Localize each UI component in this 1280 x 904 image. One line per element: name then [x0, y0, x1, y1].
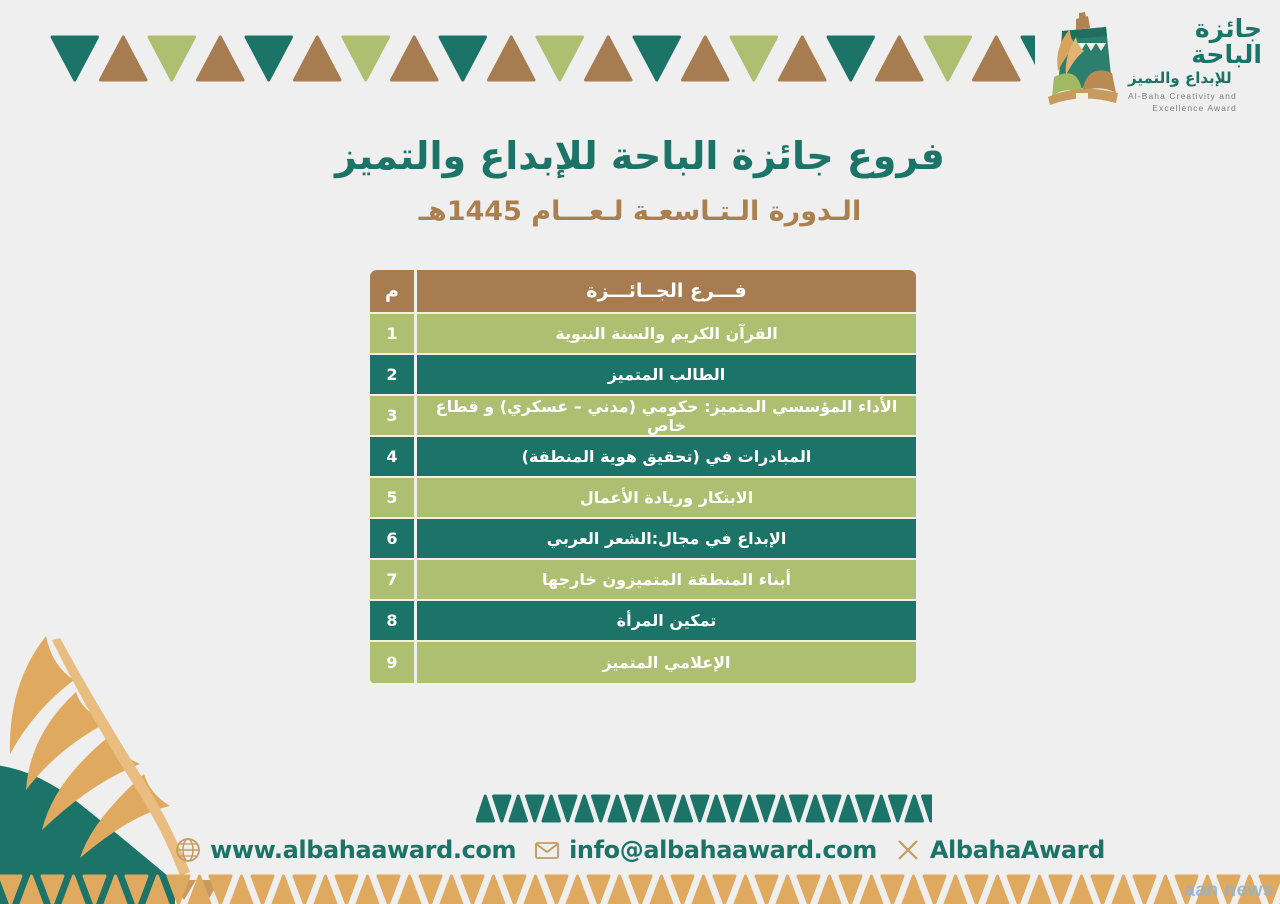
cell-branch: الطالب المتميز	[417, 355, 916, 396]
mid-triangle-band	[475, 794, 941, 824]
cell-branch: الإعلامي المتميز	[417, 642, 916, 683]
cell-number: 1	[370, 314, 417, 355]
table-row: تمكين المرأة 8	[370, 601, 916, 642]
award-logo: جائزة الباحة للإبداع والتميز Al-Baha Cre…	[1032, 8, 1263, 126]
cell-branch: أبناء المنطقة المتميزون خارجها	[417, 560, 916, 601]
logo-arabic-name: جائزة الباحة	[1191, 14, 1262, 70]
column-header-number: م	[370, 270, 417, 314]
award-branches-table: فـــرع الجــائـــزة م القرآن الكريم والس…	[370, 270, 916, 683]
table-row: الابتكار وريادة الأعمال 5	[370, 478, 916, 519]
column-header-branch: فـــرع الجــائـــزة	[417, 270, 916, 314]
table-row: المبادرات في (تحقيق هوية المنطقة) 4	[370, 437, 916, 478]
cell-number: 6	[370, 519, 417, 560]
logo-english-line2: Excellence Award	[1152, 102, 1237, 113]
logo-arabic-tagline: للإبداع والتميز	[1128, 68, 1232, 87]
cell-branch: تمكين المرأة	[417, 601, 916, 642]
table-row: الطالب المتميز 2	[370, 355, 916, 396]
cell-branch: القرآن الكريم والسنة النبوية	[417, 314, 916, 355]
cell-number: 9	[370, 642, 417, 683]
logo-english-line1: Al-Baha Creativity and	[1128, 91, 1237, 102]
bottom-triangle-band	[0, 874, 1280, 904]
top-triangle-band	[50, 34, 1035, 82]
cell-number: 7	[370, 560, 417, 601]
cell-number: 8	[370, 601, 417, 642]
cell-branch: الابتكار وريادة الأعمال	[417, 478, 916, 519]
x-twitter-icon	[898, 840, 918, 860]
table-row: الإعلامي المتميز 9	[370, 642, 916, 683]
x-account-label: AlbahaAward	[929, 836, 1105, 864]
contact-website[interactable]: www.albahaaward.com	[175, 836, 517, 864]
footer-contacts: www.albahaaward.com info@albahaaward.com…	[0, 836, 1280, 864]
cell-branch: الإبداع في مجال:الشعر العربي	[417, 519, 916, 560]
cell-number: 2	[370, 355, 417, 396]
globe-icon	[176, 838, 201, 862]
cell-number: 5	[370, 478, 417, 519]
email-label: info@albahaaward.com	[569, 836, 877, 864]
contact-x-account[interactable]: AlbahaAward	[895, 836, 1105, 864]
envelope-icon	[535, 842, 560, 859]
cell-number: 3	[370, 396, 417, 437]
cell-branch: الأداء المؤسسي المتميز: حكومي (مدني – عس…	[417, 396, 916, 437]
watermark: aan news	[1184, 880, 1274, 901]
table-header-row: فـــرع الجــائـــزة م	[370, 270, 916, 314]
table-row: أبناء المنطقة المتميزون خارجها 7	[370, 560, 916, 601]
page-subtitle: الـدورة الـتـاسعـة لـعـــام 1445هـ	[418, 196, 862, 227]
logo-english-name: Al-Baha Creativity and Excellence Award	[1128, 91, 1237, 114]
table-row: الإبداع في مجال:الشعر العربي 6	[370, 519, 916, 560]
cell-number: 4	[370, 437, 417, 478]
website-label: www.albahaaward.com	[210, 836, 517, 864]
contact-email[interactable]: info@albahaaward.com	[534, 836, 877, 864]
cell-branch: المبادرات في (تحقيق هوية المنطقة)	[417, 437, 916, 478]
page-title: فروع جائزة الباحة للإبداع والتميز	[335, 134, 945, 178]
table-row: القرآن الكريم والسنة النبوية 1	[370, 314, 916, 355]
albaha-fort-book-feather-mark	[1048, 12, 1118, 109]
table-row: الأداء المؤسسي المتميز: حكومي (مدني – عس…	[370, 396, 916, 437]
